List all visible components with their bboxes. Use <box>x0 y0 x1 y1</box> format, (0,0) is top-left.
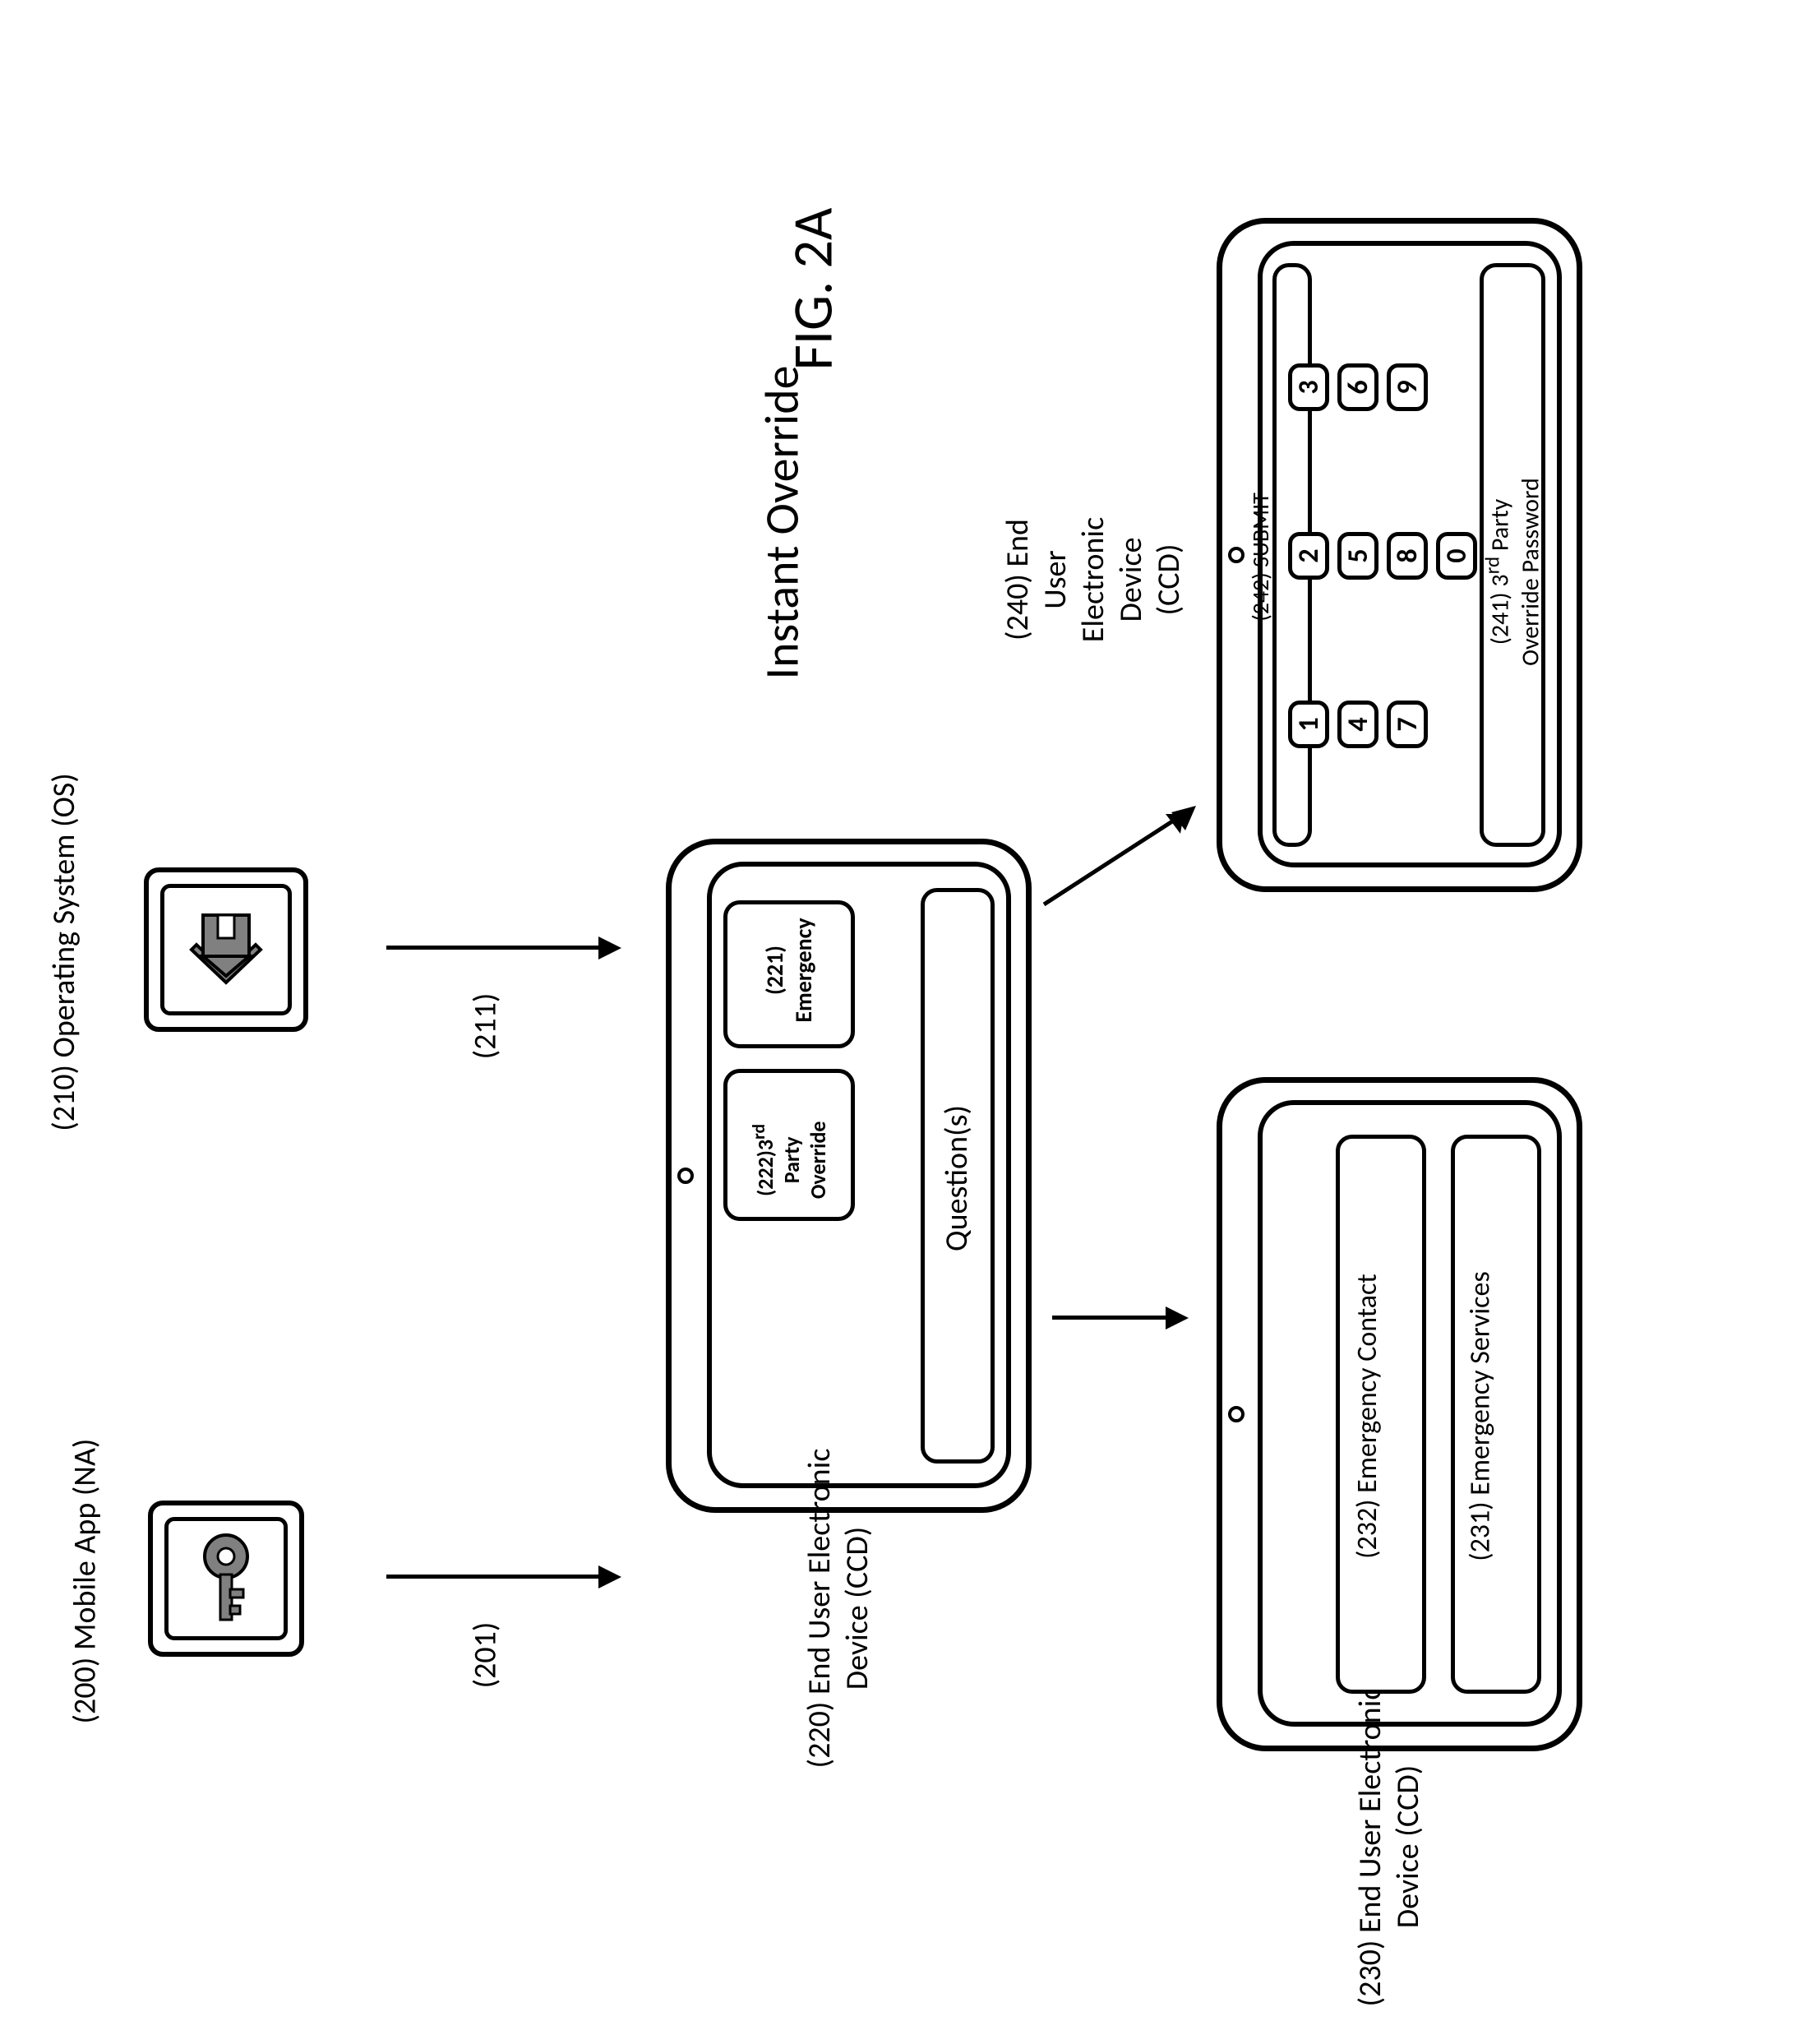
kp-2: 2 <box>1288 532 1329 580</box>
label-240: (240) EndUserElectronicDevice(CCD) <box>999 456 1188 703</box>
arrow-220-230-head <box>1166 1306 1189 1330</box>
label-questions: Question(s) <box>938 1105 976 1251</box>
label-221: (221) Emergency <box>760 904 818 1036</box>
device-220-home <box>677 1168 694 1184</box>
arrow-211-head <box>598 936 621 960</box>
label-232: (232) Emergency Contact <box>1351 1274 1384 1559</box>
arrow-220-230-line <box>1052 1316 1167 1320</box>
label-220: (220) End User Electronic Device (CCD) <box>801 1411 876 1806</box>
arrow-211-line <box>386 946 600 950</box>
arrow-220-240 <box>1036 789 1217 921</box>
kp-0: 0 <box>1436 532 1477 580</box>
kp-8: 8 <box>1387 532 1428 580</box>
label-211: (211) <box>466 993 504 1060</box>
figure-title: Instant Override <box>753 365 811 679</box>
kp-9: 9 <box>1387 363 1428 411</box>
key-icon <box>173 1525 279 1632</box>
label-200: (200) Mobile App (NA) <box>66 1439 104 1724</box>
kp-1: 1 <box>1288 701 1329 748</box>
label-241: (241) 3rd PartyOverride Password <box>1480 342 1546 802</box>
device-230-home <box>1228 1406 1245 1422</box>
device-240-home <box>1228 547 1245 563</box>
kp-6: 6 <box>1337 363 1378 411</box>
arrow-201-head <box>598 1565 621 1588</box>
house-icon <box>169 892 284 1007</box>
kp-3: 3 <box>1288 363 1329 411</box>
label-230: (230) End User Electronic Device (CCD) <box>1351 1649 1427 2044</box>
kp-4: 4 <box>1337 701 1378 748</box>
label-231: (231) Emergency Services <box>1464 1271 1498 1561</box>
arrow-201-line <box>386 1575 600 1579</box>
label-201: (201) <box>466 1622 504 1689</box>
figure-label: FIG. 2A <box>778 208 847 371</box>
label-222: (222)3rdPartyOverride <box>747 1078 831 1226</box>
diagram-canvas: (200) Mobile App (NA) (201) (210) Operat… <box>0 0 1801 1977</box>
label-210: (210) Operating System (OS) <box>45 773 83 1131</box>
kp-5: 5 <box>1337 532 1378 580</box>
kp-7: 7 <box>1387 701 1428 748</box>
keypad-group: 1 2 3 4 5 6 7 8 9 0 <box>1278 275 1475 835</box>
label-242: (242) SUBMIT <box>1246 493 1275 622</box>
